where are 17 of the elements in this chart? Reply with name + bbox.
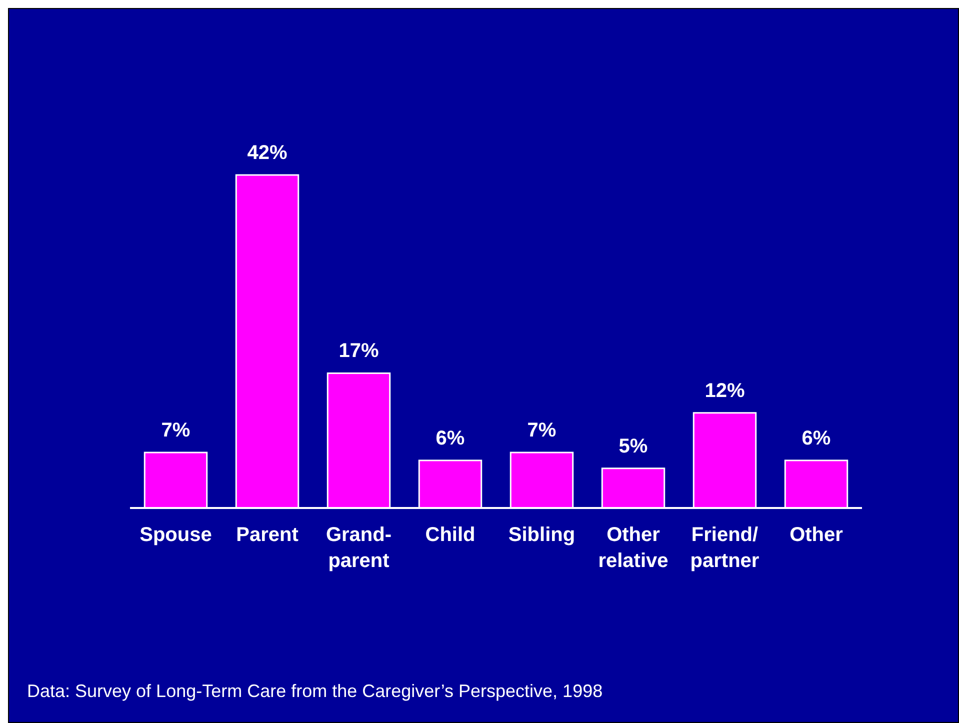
x-tick-label: Parent — [236, 524, 299, 546]
data-label: 5% — [618, 435, 648, 458]
data-label: 6% — [802, 427, 831, 450]
data-label: 42% — [247, 142, 288, 164]
data-label: 17% — [338, 340, 379, 362]
x-tick-label: Friend/partner — [690, 524, 760, 572]
text: Data: Survey of Long-Term Care from the Caregiver’s Perspective, 1998 — [27, 681, 603, 701]
x-tick-label: Sibling — [508, 524, 576, 546]
data-label: 7% — [161, 420, 190, 442]
x-tick-label: Other relative — [598, 524, 668, 572]
x-tick-label: Other — [790, 524, 844, 546]
x-tick-label: Child — [425, 524, 476, 546]
x-tick-label: Spouse — [140, 524, 212, 546]
data-label: 12% — [704, 380, 745, 402]
data-label: 6% — [436, 427, 465, 450]
data-label: 7% — [527, 420, 556, 442]
x-tick-label: Grand-parent — [326, 524, 392, 572]
